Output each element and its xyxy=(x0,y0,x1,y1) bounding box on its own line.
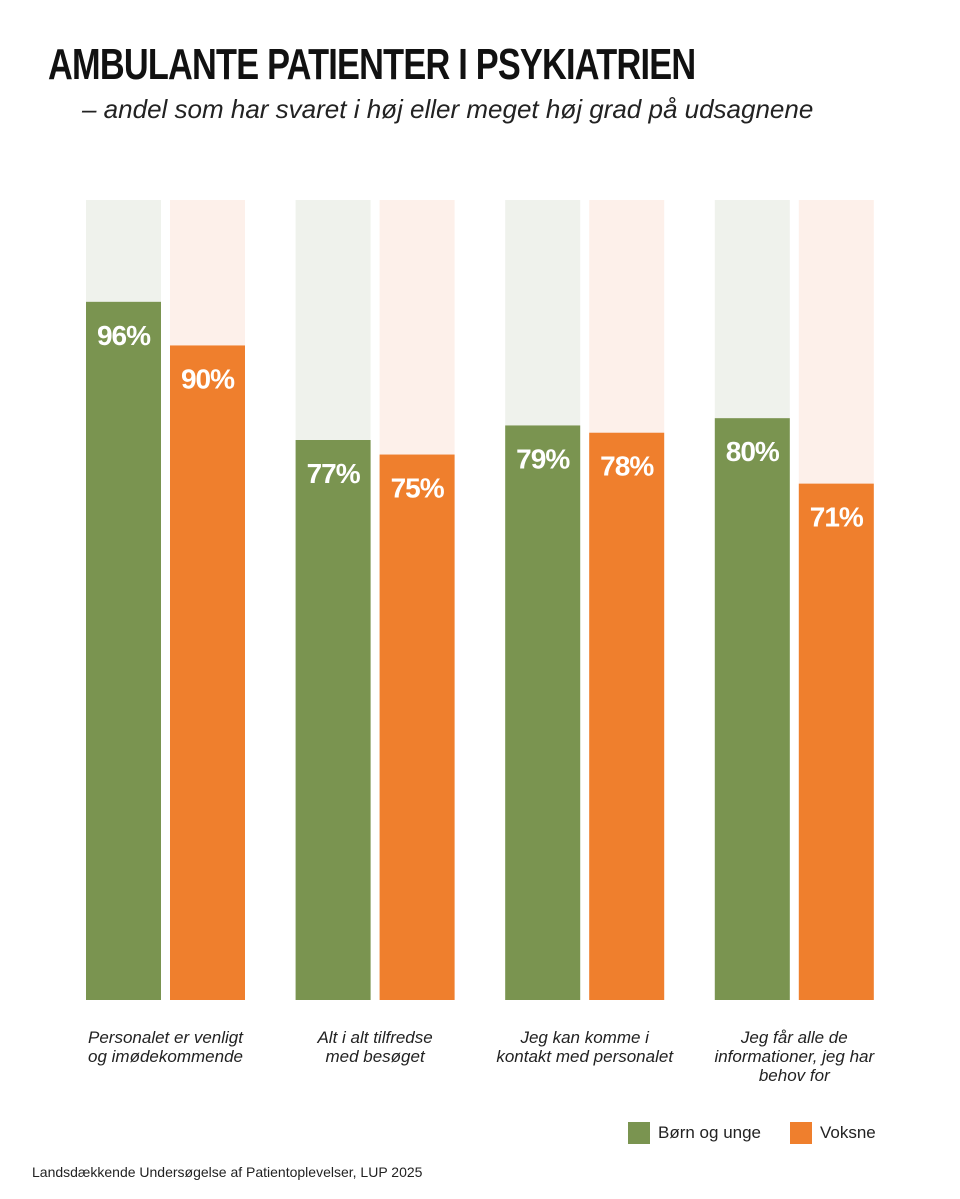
bar xyxy=(86,301,161,1000)
x-tick-label: Personalet er venligt og imødekommende xyxy=(88,1028,243,1066)
legend-item: Voksne xyxy=(790,1122,876,1144)
bar xyxy=(589,432,665,1000)
value-label: 96% xyxy=(97,320,151,351)
legend-item: Børn og unge xyxy=(628,1122,761,1144)
x-tick-label: Alt i alt tilfredse med besøget xyxy=(317,1028,433,1066)
value-label: 90% xyxy=(181,363,235,394)
x-tick-label: Jeg får alle de informationer, jeg har b… xyxy=(714,1028,875,1085)
bar xyxy=(295,440,371,1000)
chart-subtitle: – andel som har svaret i høj eller meget… xyxy=(82,94,814,124)
bar xyxy=(379,454,455,1001)
value-label: 78% xyxy=(600,451,654,482)
source: Landsdækkende Undersøgelse af Patientopl… xyxy=(32,1164,423,1180)
legend-swatch xyxy=(628,1122,650,1144)
legend-swatch xyxy=(790,1122,812,1144)
legend-label: Børn og unge xyxy=(658,1123,762,1142)
legend-label: Voksne xyxy=(820,1123,876,1142)
chart-title: AMBULANTE PATIENTER I PSYKIATRIEN xyxy=(48,40,696,89)
value-label: 80% xyxy=(726,436,780,467)
value-label: 79% xyxy=(516,443,570,474)
value-label: 75% xyxy=(391,473,445,504)
bar xyxy=(714,418,790,1000)
bar xyxy=(798,483,874,1000)
bar xyxy=(505,425,581,1000)
bar xyxy=(170,345,245,1000)
value-label: 77% xyxy=(307,458,361,489)
x-tick-label: Jeg kan komme i kontakt med personalet xyxy=(496,1028,674,1066)
value-label: 71% xyxy=(810,502,864,533)
